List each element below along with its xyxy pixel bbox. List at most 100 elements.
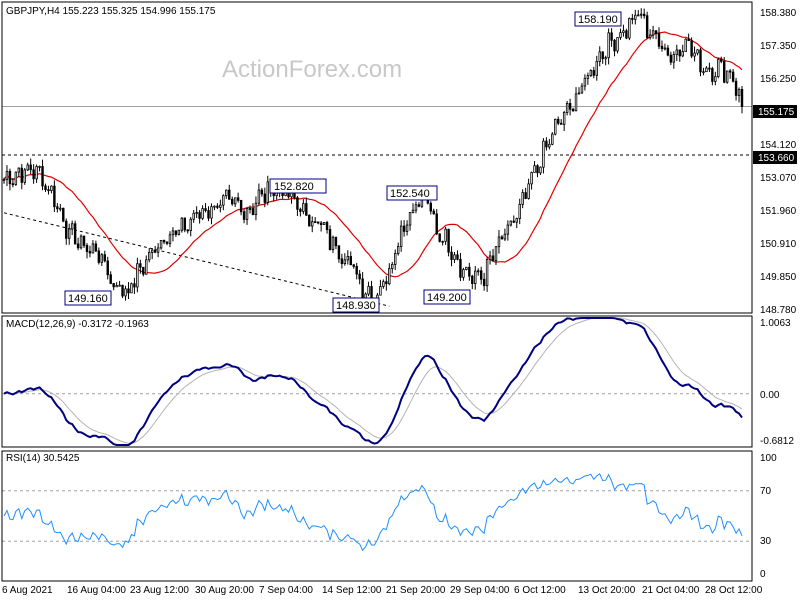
price-marker: 152.820: [269, 178, 327, 194]
price-marker-label: 149.200: [427, 292, 467, 304]
y-tick-label: 150.910: [760, 239, 797, 250]
x-tick-label: 28 Oct 12:00: [705, 585, 763, 596]
candle: [545, 140, 548, 148]
candle: [669, 54, 673, 63]
candle: [577, 92, 581, 95]
candle: [396, 246, 400, 254]
x-tick-label: 13 Oct 20:00: [578, 585, 636, 596]
candle: [171, 230, 175, 236]
candle: [148, 252, 151, 261]
candle: [435, 213, 438, 235]
x-tick-label: 23 Aug 12:00: [130, 585, 189, 596]
candle: [601, 51, 604, 60]
candle: [198, 212, 201, 219]
candle: [121, 284, 124, 297]
price-marker-label: 152.540: [390, 188, 430, 200]
candle: [521, 192, 524, 205]
candle: [456, 254, 459, 260]
candle: [554, 118, 557, 135]
candle: [201, 208, 204, 219]
candle: [628, 18, 631, 39]
candle: [631, 18, 634, 20]
candle: [512, 220, 515, 223]
candle: [257, 189, 261, 204]
candle: [236, 197, 240, 201]
candle: [130, 283, 133, 294]
rsi-tick-label: 70: [760, 486, 772, 497]
grid-layer: [2, 105, 752, 307]
candle: [717, 58, 720, 77]
candle: [562, 112, 566, 125]
candle: [533, 165, 536, 173]
candle: [139, 263, 142, 268]
candle: [414, 204, 418, 211]
candle: [586, 75, 590, 79]
candle: [675, 49, 679, 55]
candle: [41, 166, 44, 187]
candle: [334, 236, 338, 247]
candle: [23, 169, 26, 183]
candle: [637, 14, 640, 17]
candle: [82, 235, 86, 246]
macd-tick-label: 0.00: [760, 390, 780, 401]
candles-layer: [2, 8, 744, 308]
candle: [459, 258, 462, 278]
candle: [432, 210, 435, 215]
price-marker-label: 152.820: [274, 181, 314, 193]
candle: [444, 228, 447, 242]
candle: [642, 13, 646, 17]
candle: [35, 166, 38, 180]
candle: [340, 258, 344, 264]
candle: [50, 185, 53, 191]
candle: [497, 236, 501, 248]
macd-line: [3, 317, 743, 446]
candle: [319, 222, 323, 225]
candle: [100, 254, 104, 263]
candle: [38, 166, 41, 168]
candle: [500, 236, 504, 240]
candle: [450, 251, 453, 260]
candle: [94, 243, 98, 252]
candle: [219, 204, 222, 208]
macd-signal-line: [3, 317, 743, 444]
candle: [465, 266, 468, 270]
price-marker-label: 149.160: [68, 293, 108, 305]
candle: [183, 217, 187, 231]
candle: [536, 165, 539, 174]
candle: [32, 169, 35, 180]
candle: [245, 208, 249, 220]
candle: [625, 30, 628, 39]
candle: [180, 217, 184, 231]
price-marker-label: 158.190: [578, 14, 618, 26]
support-level-label: 153.660: [758, 153, 795, 164]
candle: [331, 236, 335, 251]
candle: [539, 166, 542, 174]
candle: [542, 140, 545, 168]
candle: [14, 171, 18, 185]
candle: [156, 247, 160, 253]
candle: [515, 218, 518, 223]
candle: [527, 183, 530, 199]
candle: [367, 286, 370, 295]
candle: [568, 103, 572, 110]
candle: [328, 229, 332, 251]
candle: [85, 245, 89, 252]
candle: [26, 164, 29, 171]
candle: [17, 167, 21, 173]
candle: [705, 67, 708, 73]
candle: [192, 212, 195, 220]
macd-tick-label: 1.0063: [760, 318, 791, 329]
candle: [8, 170, 12, 185]
candle: [127, 288, 130, 294]
candle: [59, 207, 62, 210]
candle: [168, 234, 172, 244]
candle: [485, 259, 489, 287]
candle: [186, 229, 189, 232]
candle: [616, 37, 619, 52]
candle: [177, 229, 181, 235]
candle: [725, 70, 729, 83]
candle: [660, 45, 664, 50]
candle: [678, 49, 681, 57]
candle: [737, 88, 741, 96]
